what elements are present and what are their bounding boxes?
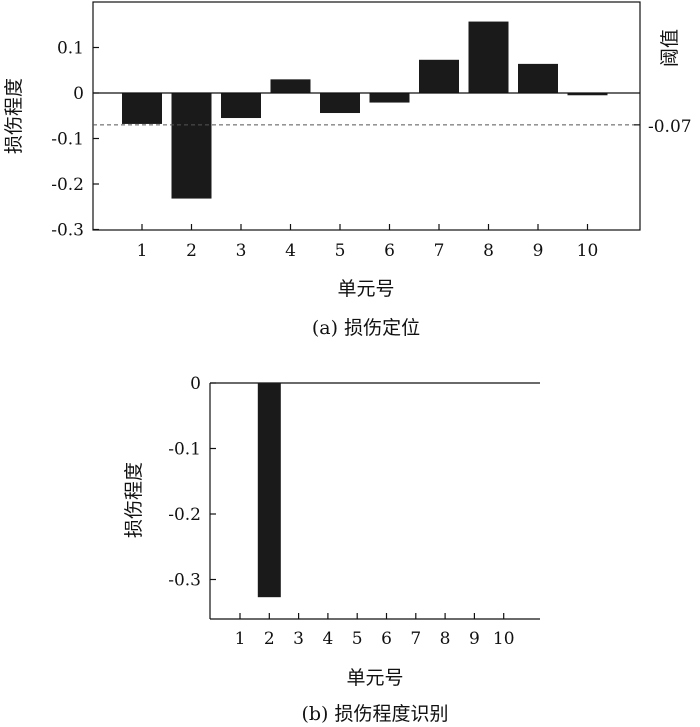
chart-b-y-tick-label: -0.3 xyxy=(168,571,201,591)
chart-a-plot-frame xyxy=(92,1,641,231)
chart-a-x-tick-label: 6 xyxy=(384,241,395,261)
chart-a-threshold-label: -0.07 xyxy=(648,117,692,137)
chart-a-bar-6 xyxy=(369,93,410,103)
chart-a-x-tick-label: 1 xyxy=(137,241,148,261)
chart-a-bar-5 xyxy=(320,93,360,114)
chart-a-x-tick-label: 5 xyxy=(335,241,346,261)
chart-b-x-tick-label: 2 xyxy=(264,629,275,649)
chart-b-x-tick-label: 1 xyxy=(235,629,246,649)
chart-a-y2-axis-title: 阈值 xyxy=(659,29,681,67)
chart-b-y-tick-label: -0.2 xyxy=(168,505,201,525)
chart-b-x-tick-label: 6 xyxy=(381,629,392,649)
chart-a-bar-9 xyxy=(518,63,558,93)
chart-a-bar-4 xyxy=(270,79,311,93)
chart-b-x-axis-title: 单元号 xyxy=(346,667,403,689)
chart-b-y-tick-label: -0.1 xyxy=(168,440,201,460)
chart-b-y-axis-title: 损伤程度 xyxy=(123,462,145,538)
chart-a-bar-8 xyxy=(468,21,509,93)
chart-a-bar-7 xyxy=(419,59,459,93)
chart-a-x-tick-label: 3 xyxy=(236,241,247,261)
chart-b-caption: (b) 损伤程度识别 xyxy=(301,703,448,725)
chart-a-bar-2 xyxy=(171,93,212,199)
chart-a-y-tick-label: -0.3 xyxy=(51,221,84,241)
chart-b-x-tick-label: 7 xyxy=(410,629,421,649)
chart-a-y-axis-title: 损伤程度 xyxy=(3,78,25,154)
chart-a-x-tick-label: 7 xyxy=(434,241,445,261)
chart-a-bar-10 xyxy=(567,93,608,96)
chart-a-x-tick-label: 2 xyxy=(186,241,197,261)
chart-a-x-axis-title: 单元号 xyxy=(337,278,394,300)
chart-a-y-tick-label: 0.1 xyxy=(57,39,84,59)
chart-b-x-ticks: 1 2 3 4 5 6 7 8 9 10 xyxy=(235,613,515,649)
chart-a-y-tick-label: -0.2 xyxy=(51,175,84,195)
chart-a-bar-3 xyxy=(221,93,261,119)
chart-a-y-ticks: 0.1 0 -0.1 -0.2 -0.3 xyxy=(51,39,640,241)
chart-a: 0.10-0.1-0.2-0.3 1 2 3 4 5 6 7 8 9 10 -0.07 损伤程度 … xyxy=(3,1,692,339)
chart-a-bar-1 xyxy=(122,93,162,124)
chart-b-x-tick-label: 10 xyxy=(493,629,515,649)
chart-a-caption: (a) 损伤定位 xyxy=(312,317,420,339)
chart-a-x-ticks: 1 2 3 4 5 6 7 8 9 10 xyxy=(137,224,599,261)
chart-b-x-tick-label: 5 xyxy=(352,629,363,649)
chart-b-x-tick-label: 8 xyxy=(440,629,451,649)
chart-a-y-tick-label: -0.1 xyxy=(51,130,84,150)
chart-b-y-tick-label: 0 xyxy=(190,374,201,394)
chart-b: 0 -0.1 -0.2 -0.3 1 2 3 4 5 6 7 8 9 10 损伤程度 单元号 (b) 损… xyxy=(123,374,540,725)
chart-a-x-tick-label: 8 xyxy=(483,241,494,261)
chart-a-bars xyxy=(122,21,608,199)
chart-b-x-tick-label: 3 xyxy=(293,629,304,649)
chart-a-x-tick-label: 4 xyxy=(285,241,296,261)
chart-b-y-ticks: 0 -0.1 -0.2 -0.3 xyxy=(168,374,216,591)
chart-b-bars xyxy=(257,383,281,598)
chart-a-x-tick-label: 9 xyxy=(533,241,544,261)
chart-b-x-tick-label: 9 xyxy=(469,629,480,649)
chart-b-x-tick-label: 4 xyxy=(322,629,333,649)
chart-a-x-tick-label: 10 xyxy=(577,241,599,261)
chart-b-bar-2 xyxy=(257,383,281,598)
chart-a-y-tick-label: 0 xyxy=(73,84,84,104)
